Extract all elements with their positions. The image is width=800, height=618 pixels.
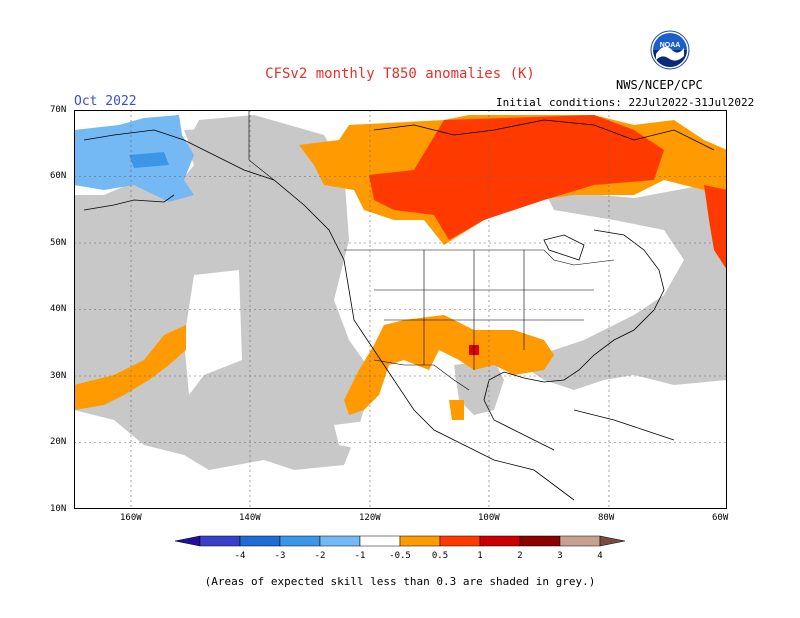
lon-label-60w: 60W bbox=[712, 513, 729, 523]
lat-label-40n: 40N bbox=[50, 304, 67, 314]
white-patches bbox=[184, 270, 384, 450]
alaska-canada-border bbox=[248, 110, 275, 181]
pacific-coastline bbox=[83, 129, 575, 501]
colorbar: -4 -3 -2 -1 -0.5 0.5 1 2 3 4 bbox=[174, 535, 626, 560]
red-orange-region-canada bbox=[369, 115, 664, 240]
anomaly-map bbox=[74, 110, 727, 509]
colorbar-tick-label: -1 bbox=[355, 551, 366, 560]
map-frame bbox=[74, 110, 727, 509]
colorbar-swatches bbox=[174, 535, 626, 547]
orange-region-pacific bbox=[74, 325, 186, 410]
colorbar-tick-label: 2 bbox=[517, 551, 522, 560]
alaska-peninsula bbox=[83, 194, 175, 211]
lon-label-160w: 160W bbox=[120, 513, 142, 523]
blue-region bbox=[129, 152, 169, 168]
colorbar-tick-label: -2 bbox=[315, 551, 326, 560]
colorbar-swatch bbox=[399, 535, 441, 547]
colorbar-arrow-left bbox=[174, 535, 201, 547]
coastlines bbox=[83, 119, 715, 501]
colorbar-tick-label: -3 bbox=[275, 551, 286, 560]
white-patch-pacific bbox=[184, 270, 242, 395]
lon-label-100w: 100W bbox=[478, 513, 500, 523]
agency-label: NWS/NCEP/CPC bbox=[616, 78, 703, 92]
lon-label-80w: 80W bbox=[598, 513, 615, 523]
lon-label-140w: 140W bbox=[239, 513, 261, 523]
colorbar-swatch bbox=[519, 535, 561, 547]
initial-conditions: Initial conditions: 22Jul2022-31Jul2022 bbox=[496, 96, 755, 109]
lat-label-10n: 10N bbox=[50, 504, 67, 514]
forecast-month: Oct 2022 bbox=[74, 94, 137, 109]
arctic-coastline bbox=[373, 119, 715, 151]
atlantic-gulf-coastline bbox=[483, 229, 665, 451]
orange-region-southwest bbox=[344, 315, 554, 415]
grey-region-gulf bbox=[454, 360, 504, 415]
graticule bbox=[74, 110, 727, 509]
colorbar-tick-label: -0.5 bbox=[389, 551, 411, 560]
hudson-bay-outline bbox=[543, 234, 585, 261]
colorbar-labels: -4 -3 -2 -1 -0.5 0.5 1 2 3 4 bbox=[235, 551, 603, 560]
colorbar-tick-label: 0.5 bbox=[432, 551, 448, 560]
political-borders bbox=[248, 110, 615, 391]
colorbar-tick-label: 1 bbox=[477, 551, 482, 560]
colorbar-swatch bbox=[559, 535, 601, 547]
white-patch-south bbox=[334, 420, 384, 450]
orange-region-mexico bbox=[449, 400, 464, 420]
us-mexico-border bbox=[373, 359, 470, 391]
warm-anomalies bbox=[74, 115, 727, 420]
lat-label-50n: 50N bbox=[50, 238, 67, 248]
map-title: CFSv2 monthly T850 anomalies (K) bbox=[265, 66, 535, 82]
noaa-logo: NOAA bbox=[650, 30, 690, 70]
us-canada-border bbox=[344, 249, 615, 266]
red-orange-region-east bbox=[704, 185, 727, 270]
colorbar-arrow-right bbox=[599, 535, 626, 547]
colorbar-swatch bbox=[319, 535, 361, 547]
colorbar-swatch bbox=[239, 535, 281, 547]
skill-note: (Areas of expected skill less than 0.3 a… bbox=[204, 575, 596, 588]
grey-region-atlantic bbox=[514, 180, 727, 390]
lat-label-60n: 60N bbox=[50, 171, 67, 181]
logo-text: NOAA bbox=[660, 42, 681, 49]
colorbar-tick-label: 4 bbox=[597, 551, 602, 560]
colorbar-swatch bbox=[279, 535, 321, 547]
colorbar-swatch bbox=[199, 535, 241, 547]
colorbar-swatch bbox=[359, 535, 401, 547]
grey-region-alaska bbox=[184, 125, 296, 180]
colorbar-swatch bbox=[479, 535, 521, 547]
lat-label-70n: 70N bbox=[50, 105, 67, 115]
colorbar-swatch bbox=[439, 535, 481, 547]
lon-label-120w: 120W bbox=[359, 513, 381, 523]
colorbar-tick-label: 3 bbox=[557, 551, 562, 560]
lat-label-20n: 20N bbox=[50, 437, 67, 447]
lat-label-30n: 30N bbox=[50, 371, 67, 381]
colorbar-tick-label: -4 bbox=[235, 551, 246, 560]
caribbean-islands bbox=[573, 409, 675, 441]
state-borders bbox=[374, 250, 594, 370]
